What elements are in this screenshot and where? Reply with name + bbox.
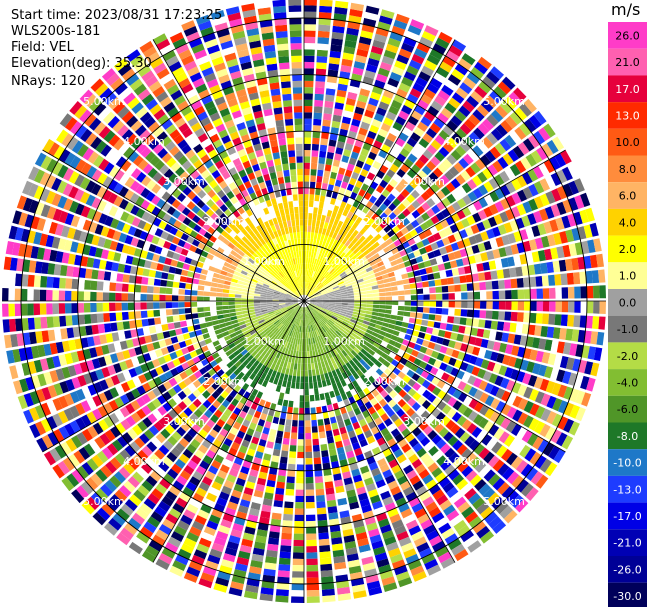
range-label: 2.00km [203, 375, 245, 388]
range-label: 4.00km [443, 135, 485, 148]
azimuth-spoke [303, 149, 566, 302]
ppi-gates [2, 0, 606, 603]
colorbar-swatch [608, 48, 647, 76]
range-label: 1.00km [243, 255, 285, 268]
colorbar-tick-label: -2.0 [617, 350, 638, 363]
azimuth-spoke [303, 300, 566, 453]
range-label: 3.00km [163, 415, 205, 428]
azimuth-spoke [152, 39, 305, 302]
range-label: 2.00km [203, 215, 245, 228]
colorbar-swatch [608, 289, 647, 316]
colorbar-swatch [608, 128, 647, 156]
azimuth-spoke [152, 300, 305, 563]
range-label: 4.00km [123, 455, 165, 468]
colorbar-tick-label: 4.0 [619, 216, 637, 229]
colorbar-swatch [608, 529, 647, 556]
range-label: 3.00km [403, 175, 445, 188]
range-label: 5.00km [83, 95, 125, 108]
colorbar-swatch [608, 475, 647, 503]
range-label: 2.00km [363, 375, 405, 388]
range-label: 1.00km [243, 335, 285, 348]
range-label: 4.00km [123, 135, 165, 148]
colorbar-swatch [608, 369, 647, 396]
range-label: 5.00km [483, 495, 525, 508]
colorbar-tick-label: 8.0 [619, 163, 637, 176]
colorbar-swatch [608, 422, 647, 450]
colorbar-swatch [608, 182, 647, 209]
colorbar-swatch [608, 342, 647, 370]
azimuth-spoke [42, 149, 305, 302]
instrument-label: WLS200s-181 [11, 24, 101, 39]
colorbar-swatch [608, 155, 647, 183]
range-label: 1.00km [323, 335, 365, 348]
colorbar-tick-label: -1.0 [617, 323, 638, 336]
colorbar-swatch [608, 315, 647, 343]
azimuth-spoke [303, 39, 456, 302]
start-time-label: Start time: 2023/08/31 17:23:25 [11, 8, 223, 23]
colorbar-swatch [608, 22, 647, 49]
colorbar-swatch [608, 75, 647, 103]
colorbar-tick-label: 13.0 [615, 109, 640, 122]
colorbar-tick-label: 17.0 [615, 83, 640, 96]
colorbar-unit: m/s [611, 0, 641, 19]
azimuth-spoke [42, 300, 305, 453]
field-label: Field: VEL [11, 40, 74, 55]
range-label: 4.00km [443, 455, 485, 468]
range-label: 3.00km [163, 175, 205, 188]
colorbar-swatch [608, 556, 647, 583]
colorbar-tick-label: 26.0 [615, 29, 640, 42]
colorbar-swatch [608, 449, 647, 476]
colorbar-tick-label: 1.0 [619, 270, 637, 283]
colorbar-tick-label: -17.0 [613, 510, 641, 523]
range-label: 5.00km [483, 95, 525, 108]
colorbar-tick-label: -21.0 [613, 537, 641, 550]
colorbar-swatch [608, 395, 647, 423]
colorbar-tick-label: 6.0 [619, 190, 637, 203]
colorbar-swatch [608, 235, 647, 263]
colorbar-tick-label: -4.0 [617, 376, 638, 389]
colorbar-swatch [608, 262, 647, 289]
range-rings: 1.00km 1.00km 1.00km 1.00km 2.00km 2.00km 2.00… [2, 0, 606, 603]
colorbar-swatch [608, 502, 647, 530]
colorbar-tick-label: 21.0 [615, 56, 640, 69]
elevation-label: Elevation(deg): 35.30 [11, 56, 152, 71]
range-label: 5.00km [83, 495, 125, 508]
range-label: 2.00km [363, 215, 405, 228]
colorbar-tick-label: -8.0 [617, 430, 638, 443]
colorbar-tick-label: 10.0 [615, 136, 640, 149]
colorbar-swatch [608, 582, 647, 607]
nrays-label: NRays: 120 [11, 74, 86, 89]
colorbar-tick-label: -30.0 [613, 590, 641, 603]
range-label: 1.00km [323, 255, 365, 268]
colorbar-tick-label: 2.0 [619, 243, 637, 256]
colorbar-tick-label: -13.0 [613, 483, 641, 496]
colorbar-tick-label: -10.0 [613, 457, 641, 470]
colorbar-tick-label: -26.0 [613, 563, 641, 576]
colorbar-swatch [608, 102, 647, 129]
colorbar-tick-label: 0.0 [619, 296, 637, 309]
azimuth-spoke [303, 300, 456, 563]
range-label: 3.00km [403, 415, 445, 428]
colorbar-swatch [608, 208, 647, 236]
colorbar-tick-label: -6.0 [617, 403, 638, 416]
